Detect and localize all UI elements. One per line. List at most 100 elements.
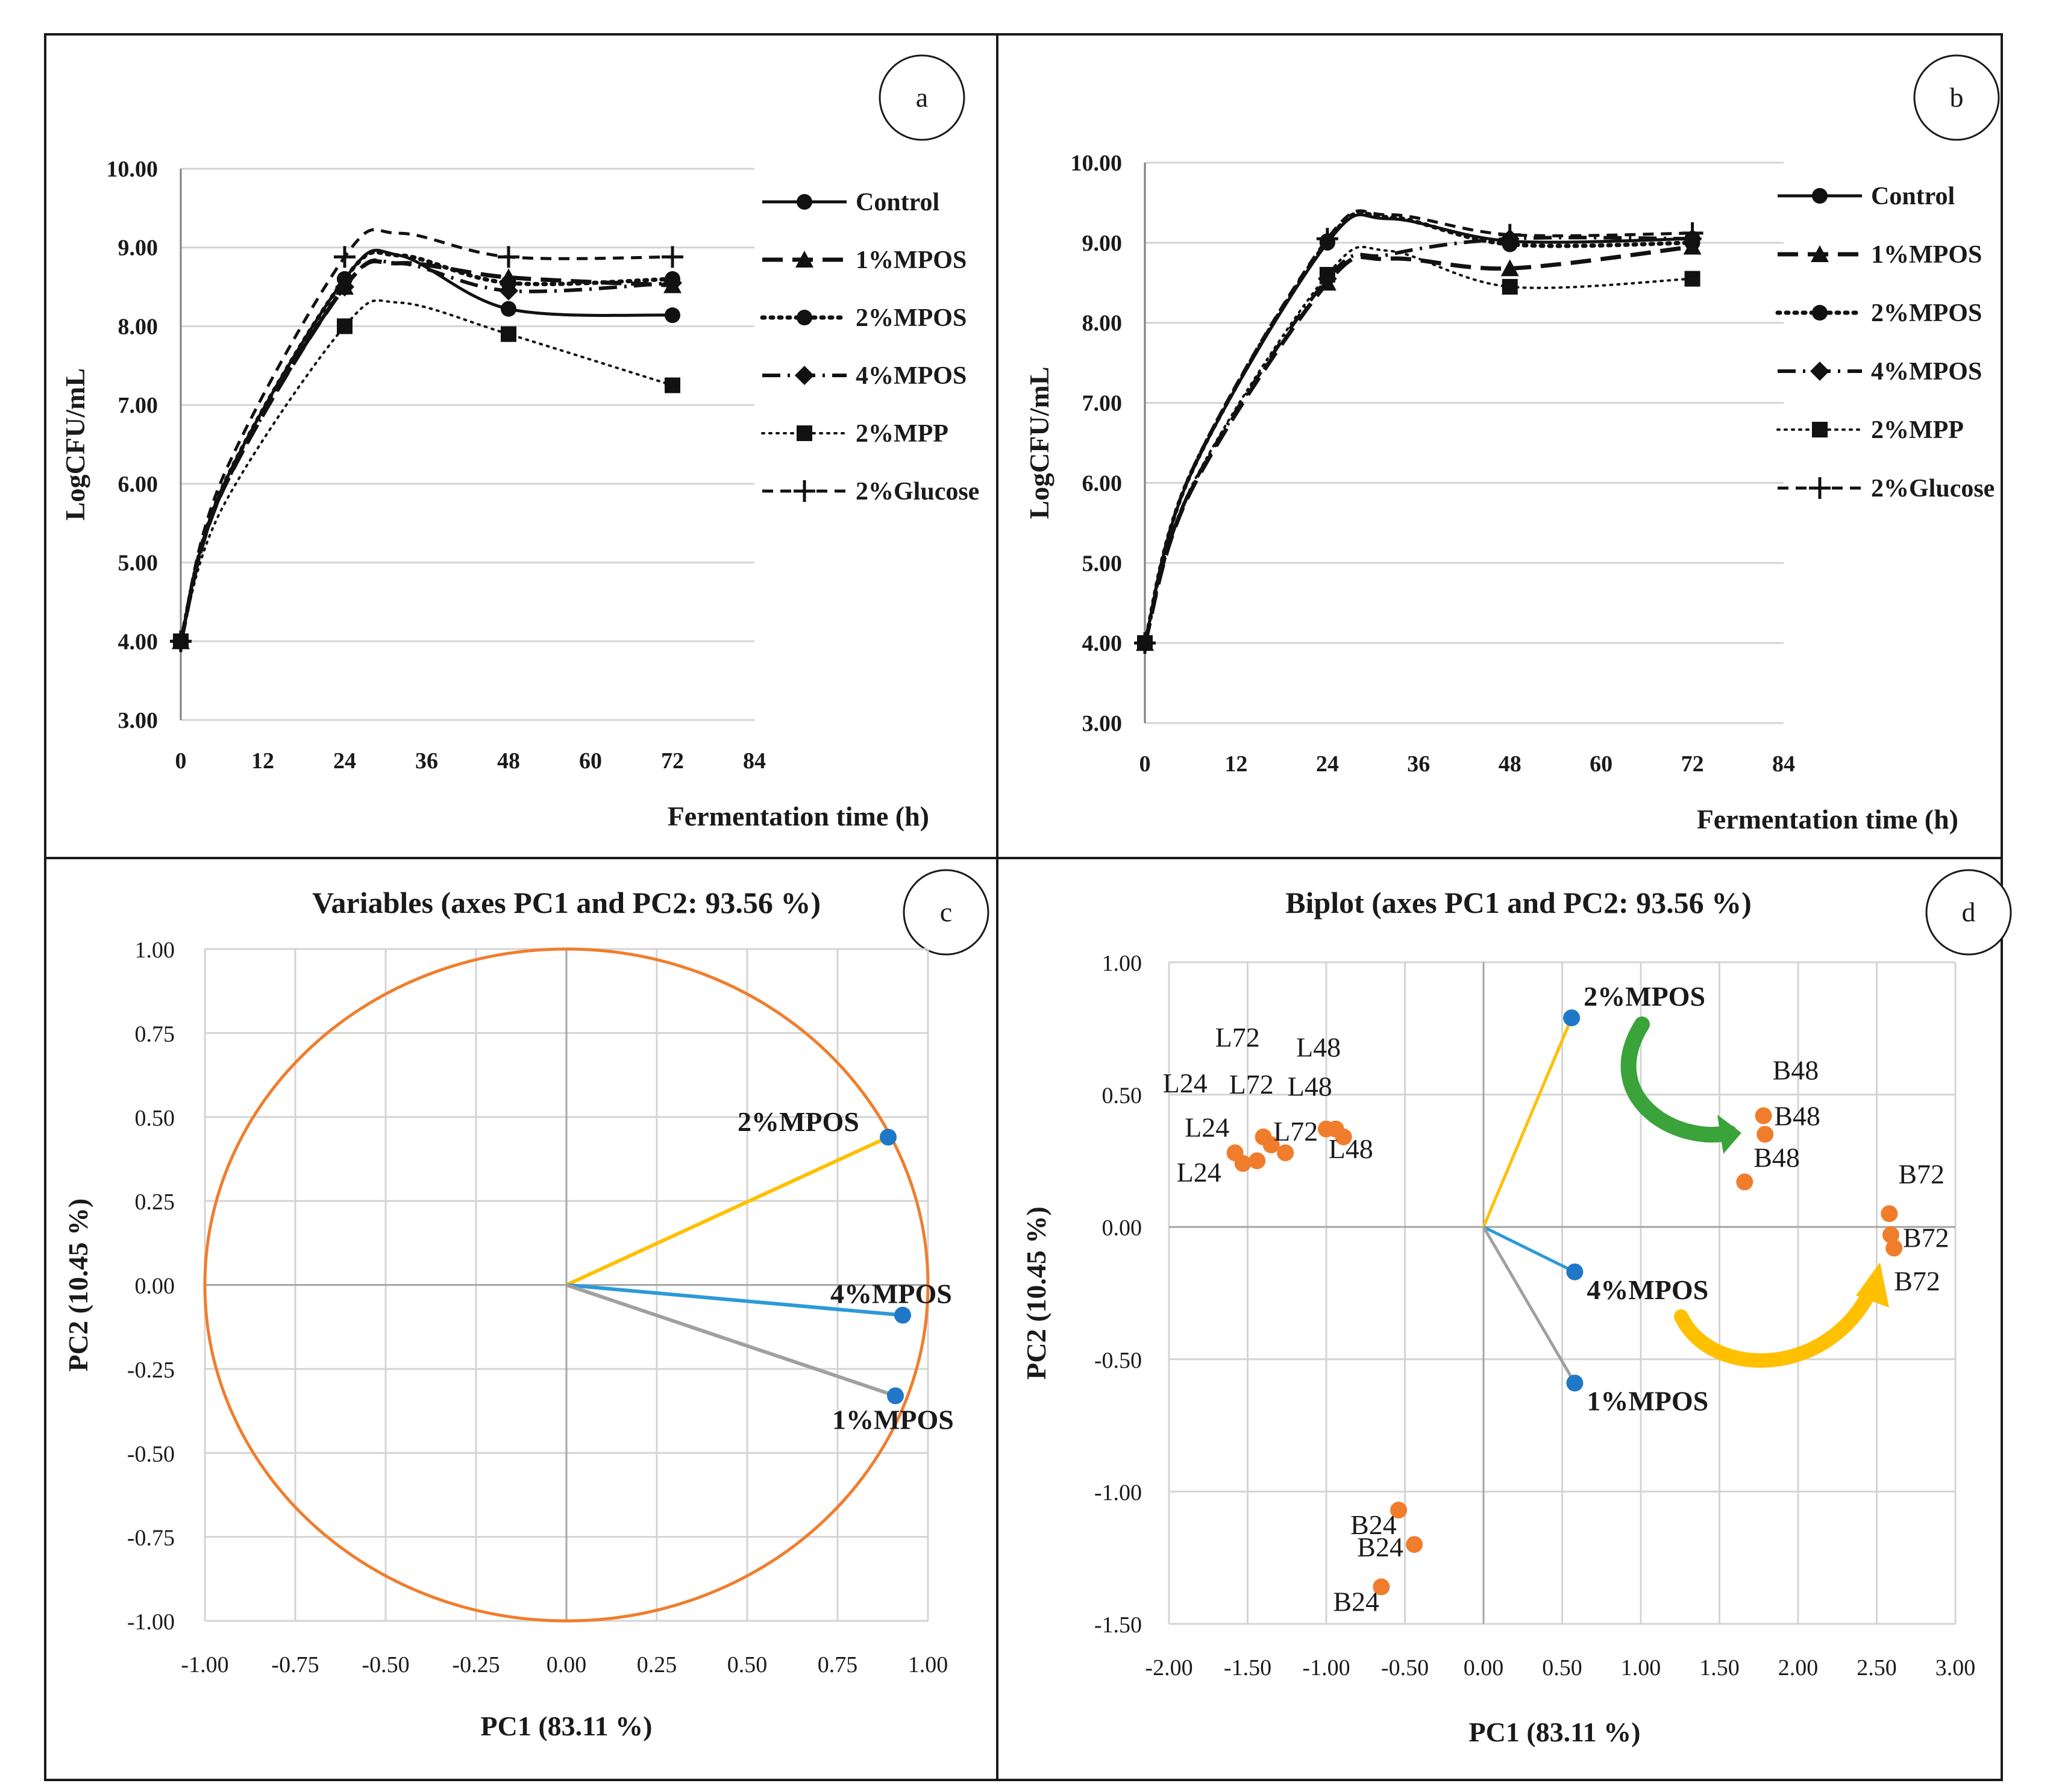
- loading-label-1%MPOS: 1%MPOS: [832, 1404, 954, 1435]
- x-tick-label: -1.50: [1224, 1655, 1271, 1681]
- series-line-4%MPOS: [1143, 236, 1693, 644]
- x-tick-label: -1.00: [1302, 1655, 1350, 1681]
- data-point-2%Glucose: [1316, 228, 1338, 250]
- data-point-2%MPP: [1684, 271, 1700, 287]
- legend-label-2%MPOS: 2%MPOS: [1871, 299, 1982, 327]
- x-tick-label: 72: [661, 748, 684, 774]
- y-tick-label: -0.75: [127, 1526, 175, 1551]
- y-tick-label: -0.50: [1094, 1348, 1142, 1373]
- data-point-2%Glucose: [498, 246, 519, 268]
- data-point-2%Glucose: [1134, 632, 1156, 654]
- series-line-2%MPP: [180, 299, 674, 643]
- series-line-4%MPOS: [179, 258, 673, 642]
- data-point-2%Glucose: [1681, 222, 1703, 244]
- observation-label-B24: B24: [1333, 1587, 1379, 1617]
- yellow-curved-arrow: [1674, 1276, 1881, 1368]
- x-tick-label: 3.00: [1935, 1655, 1976, 1681]
- observation-label-L24: L24: [1163, 1068, 1208, 1098]
- loading-vector-1%MPOS: [1482, 1226, 1576, 1384]
- x-tick-label: 0.50: [1542, 1655, 1582, 1681]
- y-tick-label: 0.00: [1102, 1215, 1142, 1241]
- loading-point-2%MPOS: [1563, 1009, 1581, 1027]
- loading-vector-4%MPOS: [1482, 1225, 1576, 1274]
- x-tick-label: 24: [333, 748, 356, 774]
- x-tick-label: 24: [1316, 751, 1339, 777]
- y-tick-label: 4.00: [1082, 631, 1123, 656]
- series-line-2%MPOS: [178, 249, 675, 644]
- data-point-4%MPOS: [663, 273, 682, 293]
- chart-a-growth: 3.00 4.00 5.00 6.00 7.00 8.00 9.00 10.00 0 12 24 36…: [60, 157, 979, 832]
- x-tick-label: -1.00: [181, 1652, 228, 1678]
- legend-label-1%MPOS: 1%MPOS: [856, 246, 967, 274]
- x-axis-title: Fermentation time (h): [1697, 804, 1958, 835]
- y-tick-label: -0.50: [127, 1441, 175, 1467]
- y-tick-label: 3.00: [1082, 711, 1123, 736]
- observation-point-B24: [1406, 1536, 1423, 1553]
- x-tick-label: 72: [1681, 751, 1704, 777]
- x-axis-title: Fermentation time (h): [668, 801, 929, 832]
- data-point-2%Glucose: [170, 630, 192, 653]
- x-axis-title: PC1 (83.11 %): [1469, 1717, 1641, 1747]
- loading-label-4%MPOS: 4%MPOS: [830, 1279, 952, 1309]
- legend-marker-2%Glucose: [794, 480, 815, 502]
- y-tick-label: 5.00: [118, 551, 158, 576]
- green-curved-arrow: [1620, 1017, 1737, 1143]
- loading-vector-2%MPOS: [565, 1135, 889, 1287]
- observation-label-B48: B48: [1773, 1055, 1819, 1086]
- chart-c-variables: -1.00 -0.75 -0.50 -0.25 0.00 0.25 0.50 0.75 1.00…: [63, 886, 954, 1741]
- y-tick-label: 10.00: [1071, 151, 1123, 176]
- x-tick-label: 0: [175, 748, 187, 774]
- y-tick-label: 0.00: [135, 1274, 175, 1299]
- y-tick-label: 8.00: [118, 314, 158, 339]
- loading-point-1%MPOS: [887, 1387, 904, 1405]
- observation-point-L24: [1249, 1152, 1266, 1170]
- panel-a-frame: [44, 33, 998, 859]
- observation-label-L72: L72: [1215, 1022, 1260, 1053]
- y-axis-title: LogCFU/mL: [60, 368, 90, 521]
- green-arrow-head: [1717, 1115, 1741, 1154]
- x-tick-label: 0.00: [1464, 1655, 1504, 1681]
- y-tick-label: 9.00: [1082, 231, 1123, 256]
- x-axis-title: PC1 (83.11 %): [481, 1711, 653, 1741]
- observation-point-L72: [1277, 1144, 1294, 1162]
- observation-label-B48: B48: [1753, 1142, 1800, 1173]
- legend-marker-2%MPP: [797, 425, 812, 441]
- panel-c-badge-label: c: [940, 897, 952, 927]
- panel-b-badge-label: b: [1950, 82, 1964, 113]
- x-tick-label: 84: [743, 748, 766, 774]
- loading-label-2%MPOS: 2%MPOS: [738, 1106, 859, 1137]
- legend-label-1%MPOS: 1%MPOS: [1871, 241, 1982, 269]
- observation-label-L72: L72: [1273, 1116, 1318, 1147]
- observation-point-B48: [1755, 1107, 1772, 1124]
- data-point-4%MPOS: [335, 277, 354, 297]
- legend-marker-2%MPOS: [797, 310, 812, 325]
- x-tick-label: 36: [415, 748, 438, 774]
- observation-label-L24: L24: [1185, 1112, 1229, 1142]
- y-tick-label: 6.00: [1082, 471, 1123, 496]
- series-line-2%MPP: [1144, 245, 1694, 645]
- loading-vector-2%MPOS: [1482, 1017, 1573, 1228]
- legend-label-4%MPOS: 4%MPOS: [856, 362, 967, 390]
- observation-point-B72: [1882, 1226, 1899, 1244]
- legend-label-2%Glucose: 2%Glucose: [856, 478, 979, 506]
- x-tick-label: 0.25: [637, 1652, 677, 1678]
- x-tick-label: 0.75: [818, 1652, 858, 1678]
- data-point-2%MPP: [665, 377, 680, 393]
- x-tick-label: -2.00: [1145, 1655, 1192, 1681]
- legend-label-Control: Control: [1871, 183, 1955, 210]
- x-tick-label: 12: [1224, 751, 1247, 777]
- chart-d-biplot: -2.00 -1.50 -1.00 -0.50 0.00 0.50 1.00 1.50 2.00…: [1021, 886, 1975, 1747]
- y-tick-label: 0.50: [135, 1106, 175, 1131]
- series-line-Control: [179, 248, 673, 642]
- chart-title: Variables (axes PC1 and PC2: 93.56 %): [312, 886, 821, 919]
- data-point-Control: [665, 307, 680, 324]
- legend-label-2%MPOS: 2%MPOS: [856, 304, 967, 332]
- data-point-2%Glucose: [1499, 224, 1521, 246]
- data-point-Control: [501, 301, 516, 317]
- panel-c-frame: [44, 857, 998, 1781]
- observation-label-B72: B72: [1903, 1222, 1949, 1253]
- legend-marker-1%MPOS: [1811, 245, 1829, 262]
- observation-label-L48: L48: [1288, 1071, 1332, 1102]
- y-tick-label: 7.00: [118, 393, 158, 418]
